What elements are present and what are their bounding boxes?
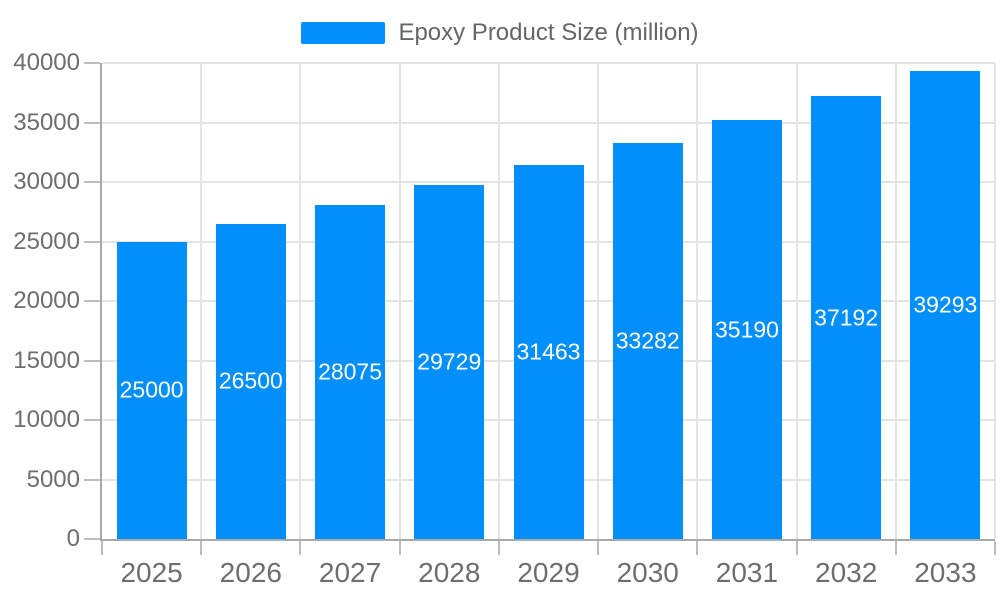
x-gridline [497, 63, 500, 539]
bar[interactable]: 39293 [910, 71, 981, 539]
y-axis-tick [84, 62, 100, 64]
x-axis-tick [795, 541, 798, 555]
y-gridline [102, 62, 995, 64]
x-axis-tick [696, 541, 699, 555]
y-axis-label: 40000 [13, 49, 80, 76]
y-axis-label: 30000 [13, 168, 80, 195]
x-axis-label: 2027 [318, 557, 382, 588]
bar-value-label: 35190 [714, 316, 779, 343]
x-gridline [597, 63, 600, 539]
bar[interactable]: 35190 [711, 120, 782, 539]
y-axis-tick [84, 121, 100, 124]
x-axis-label: 2033 [914, 557, 977, 588]
y-axis-label: 15000 [13, 346, 80, 374]
x-axis-tick [894, 541, 897, 555]
y-axis-tick [84, 359, 100, 362]
x-axis-tick [994, 541, 996, 555]
bar[interactable]: 31463 [513, 164, 584, 539]
y-axis-label: 10000 [13, 406, 80, 433]
x-gridline [398, 63, 401, 539]
y-axis-label: 25000 [13, 227, 80, 255]
y-axis-tick [84, 300, 100, 302]
bar-value-label: 29729 [417, 348, 482, 375]
y-axis-tick [84, 419, 100, 421]
x-gridline [894, 63, 897, 539]
y-axis-tick [84, 181, 100, 183]
x-gridline [795, 63, 798, 539]
bar[interactable]: 26500 [215, 223, 286, 539]
legend-item[interactable]: Epoxy Product Size (million) [0, 20, 1000, 46]
bar[interactable]: 37192 [811, 96, 882, 539]
bar-value-label: 26500 [218, 367, 283, 394]
x-gridline [696, 63, 699, 539]
bar[interactable]: 33282 [612, 142, 683, 539]
y-gridline [102, 121, 995, 124]
y-axis-tick [84, 478, 100, 481]
bar-value-label: 28075 [318, 358, 383, 385]
x-gridline [200, 63, 203, 539]
y-axis-tick [84, 240, 100, 243]
x-axis-label: 2029 [517, 557, 580, 588]
bar[interactable]: 25000 [116, 241, 187, 539]
legend-label: Epoxy Product Size (million) [398, 19, 699, 46]
legend-swatch-icon [301, 22, 386, 44]
y-axis-label: 35000 [13, 108, 80, 136]
x-axis-label: 2032 [815, 557, 878, 588]
bar-value-label: 25000 [119, 376, 184, 403]
y-axis-label: 20000 [13, 287, 80, 314]
x-axis-tick [597, 541, 600, 555]
x-axis-tick [299, 541, 302, 555]
x-axis-tick [497, 541, 500, 555]
bar[interactable]: 29729 [414, 185, 485, 539]
x-gridline [994, 63, 996, 539]
bar-value-label: 37192 [814, 304, 879, 331]
x-axis-label: 2030 [616, 557, 679, 588]
plot-area: 0 5000 10000 15000 20000 25000 30000 35000 40000… [13, 49, 996, 588]
x-axis-tick [398, 541, 401, 555]
x-axis-label: 2028 [418, 557, 481, 588]
y-axis-tick [84, 538, 100, 540]
x-axis-label: 2026 [219, 557, 282, 588]
x-axis-label: 2025 [120, 557, 183, 588]
bar[interactable]: 28075 [315, 204, 386, 539]
bar-value-label: 33282 [615, 327, 680, 354]
y-axis-label: 0 [66, 525, 80, 552]
x-axis-label: 2031 [715, 557, 779, 588]
x-axis-tick [101, 541, 103, 555]
bar-value-label: 31463 [516, 338, 581, 365]
x-axis-tick [200, 541, 203, 555]
bar-value-label: 39293 [913, 291, 978, 318]
x-gridline [299, 63, 302, 539]
y-axis-label: 5000 [26, 465, 80, 493]
